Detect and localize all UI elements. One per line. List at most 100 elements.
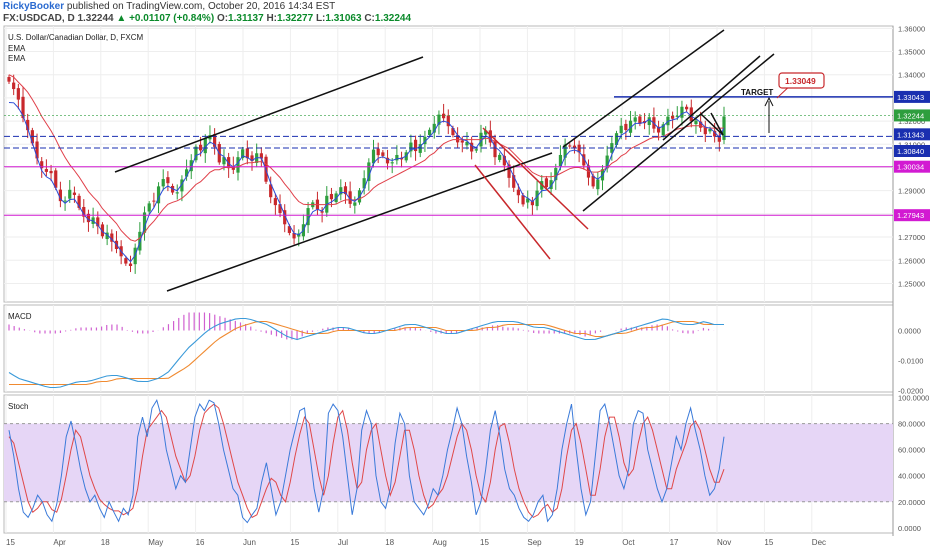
candle-body [544, 178, 549, 188]
candle-body [12, 82, 16, 90]
price-axis-label-box [894, 90, 930, 103]
candle-body [362, 178, 366, 189]
candle-body [86, 213, 91, 223]
candle-body [49, 170, 53, 174]
x-axis-label: 15 [764, 538, 773, 547]
candle-body [287, 226, 291, 233]
candle-body [694, 120, 698, 125]
candle-body [77, 195, 81, 208]
x-axis-label: Jun [243, 538, 256, 547]
candle-body [21, 96, 25, 119]
trendline-drawing [582, 53, 775, 212]
candle-body [554, 168, 558, 181]
candle-body [713, 130, 717, 137]
open-value: 1.31137 [228, 13, 264, 24]
candle-body [63, 200, 67, 202]
candle-body [292, 232, 296, 239]
price-axis-label: 1.27943 [897, 211, 924, 220]
stoch-y-tick-label: 100.0000 [898, 394, 929, 403]
symbol-info: FX:USDCAD, D 1.32244 ▲ +0.01107 (+0.84%)… [3, 13, 411, 24]
candle-body [194, 146, 198, 161]
candle-body [390, 162, 394, 164]
candle-body [376, 148, 380, 156]
candle-body [638, 116, 642, 124]
target-price-box [778, 72, 825, 89]
stoch-k-line [8, 398, 725, 524]
x-axis-label: 15 [6, 538, 15, 547]
macd-title: MACD [8, 312, 32, 321]
candle-body [530, 201, 534, 206]
chart-title: U.S. Dollar/Canadian Dollar, D, FXCM [8, 33, 143, 42]
candlesticks [7, 74, 726, 274]
stoch-title: Stoch [8, 402, 28, 411]
candle-body [572, 145, 577, 148]
candle-body [100, 224, 105, 237]
candle-body [708, 129, 712, 132]
candle-body [245, 148, 249, 159]
candle-body [161, 179, 165, 187]
ema-fast-line [8, 102, 725, 263]
candle-body [568, 145, 572, 147]
ema-legend-label: EMA [8, 54, 26, 63]
author-username[interactable]: RickyBooker [3, 1, 65, 12]
trendline-drawing [662, 55, 761, 141]
candle-body [563, 144, 567, 158]
candle-body [82, 206, 86, 217]
high-value: 1.32277 [277, 13, 314, 24]
y-axis-tick-label: 1.29000 [898, 187, 925, 196]
candle-body [68, 189, 72, 199]
candle-body [717, 136, 721, 142]
x-axis-label: Dec [812, 538, 826, 547]
candle-body [680, 106, 684, 118]
candle-body [283, 210, 287, 225]
macd-line [8, 317, 724, 389]
candle-body [306, 208, 310, 226]
candle-body [142, 212, 147, 233]
candle-body [381, 152, 385, 156]
candle-body [273, 198, 277, 206]
y-axis-tick-label: 1.25000 [898, 279, 925, 288]
candle-body [413, 139, 418, 152]
x-axis-label: 17 [670, 538, 679, 547]
x-axis-label: 18 [385, 538, 394, 547]
candle-body [180, 179, 184, 192]
candle-body [498, 154, 502, 160]
candle-body [371, 149, 376, 164]
publish-info: RickyBooker published on TradingView.com… [3, 1, 335, 12]
stoch-y-tick-label: 0.0000 [898, 524, 921, 533]
candle-body [596, 179, 600, 190]
macd-y-tick-label: -0.0200 [898, 387, 923, 396]
candle-body [502, 155, 506, 166]
stoch-d-line [8, 403, 725, 519]
stoch-y-tick-label: 40.0000 [898, 472, 925, 481]
price-axis-label: 1.32244 [897, 111, 924, 120]
close-value: 1.32244 [374, 13, 412, 24]
candle-body [516, 189, 520, 196]
candle-body [474, 149, 478, 151]
y-axis-tick-label: 1.27000 [898, 233, 925, 242]
trendline-drawing [710, 112, 724, 136]
candle-body [456, 135, 460, 143]
x-axis-label: Nov [717, 538, 731, 547]
candle-body [628, 120, 633, 133]
y-axis-tick-label: 1.34000 [898, 71, 925, 80]
price-axis-label: 1.30034 [897, 163, 924, 172]
candle-body [199, 144, 203, 151]
candle-body [624, 123, 628, 131]
trendline-drawing [474, 164, 551, 260]
y-axis-tick-label: 1.26000 [898, 256, 925, 265]
x-axis-label: Sep [527, 538, 542, 547]
candle-body [343, 186, 348, 195]
stoch-y-tick-label: 60.0000 [898, 446, 925, 455]
candle-body [703, 126, 707, 135]
candle-body [661, 124, 665, 136]
low-value: 1.31063 [325, 13, 362, 24]
macd-y-tick-label: 0.0000 [898, 327, 921, 336]
trendline-drawing [562, 29, 725, 148]
candle-body [124, 258, 128, 264]
candle-body [152, 200, 156, 202]
candle-body [512, 175, 516, 188]
candle-body [577, 144, 581, 153]
